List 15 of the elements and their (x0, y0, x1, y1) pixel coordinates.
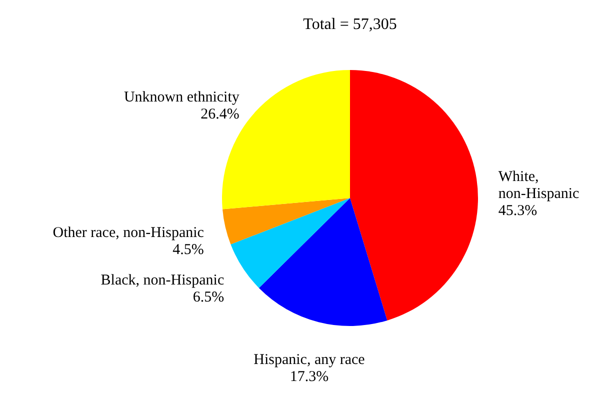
slice-label: Hispanic, any race (254, 352, 366, 368)
data-label: 17.3% (290, 368, 329, 385)
data-label: 45.3% (498, 202, 538, 219)
pie-slice (258, 198, 388, 326)
pie-slice (230, 198, 350, 288)
slice-label: Black, non-Hispanic (100, 272, 224, 289)
pie-slice (222, 198, 350, 244)
slice-label: Unknown ethnicity (124, 90, 240, 106)
data-label: 6.5% (192, 290, 224, 306)
slice-label: Other race, non-Hispanic (52, 225, 204, 242)
chart-title: Total = 57,305 (303, 16, 397, 33)
pie-slice (350, 70, 478, 320)
data-label: 26.4% (200, 106, 240, 123)
slice-label: White, non-Hispanic (498, 168, 580, 202)
data-label: 4.5% (172, 242, 204, 258)
